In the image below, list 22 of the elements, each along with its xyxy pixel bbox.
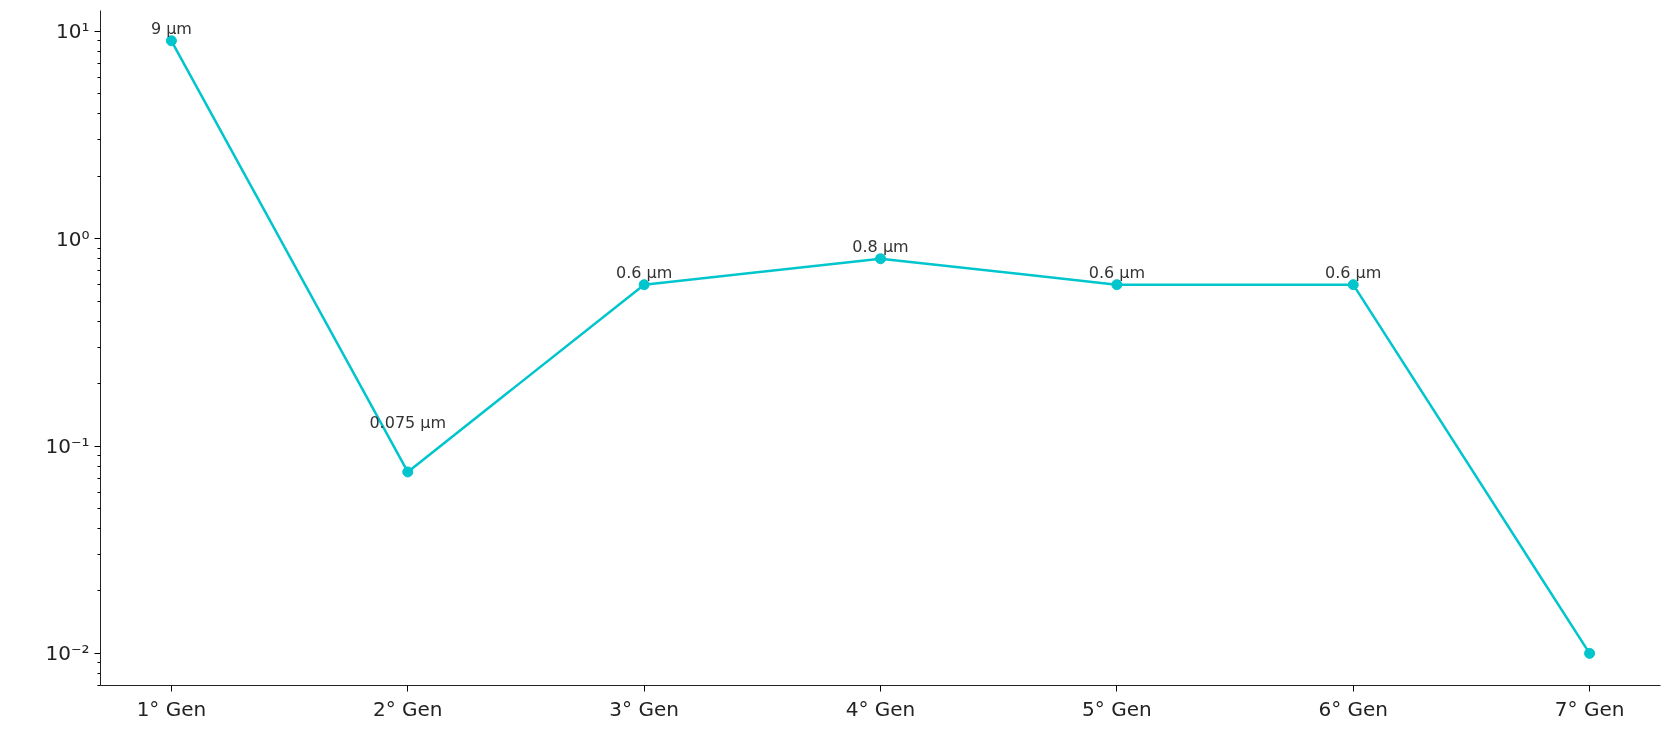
y-tick-label: 10⁻² [45, 641, 90, 666]
y-tick-label: 10⁰ [56, 226, 90, 251]
data-label: 0.8 µm [852, 236, 909, 256]
point [1584, 647, 1596, 659]
x-tick-label: 6° Gen [1318, 696, 1389, 721]
y-tick-label: 10¹ [56, 19, 90, 44]
y-tick-label: 10⁻¹ [45, 434, 90, 459]
point [1347, 279, 1359, 291]
data-label: 9 µm [150, 18, 192, 38]
x-tick-label: 1° Gen [136, 696, 207, 721]
x-tick-label: 3° Gen [609, 696, 679, 721]
point [638, 279, 650, 291]
point [1111, 279, 1123, 291]
data-label: 0.6 µm [1088, 262, 1146, 282]
point [402, 466, 414, 478]
data-label: 0.6 µm [615, 262, 673, 282]
x-tick-label: 5° Gen [1082, 696, 1152, 721]
x-tick-label: 4° Gen [845, 696, 916, 721]
point [875, 253, 886, 265]
x-tick-label: 2° Gen [372, 696, 443, 721]
data-label: 0.6 µm [1325, 262, 1382, 282]
x-tick-label: 7° Gen [1554, 696, 1625, 721]
